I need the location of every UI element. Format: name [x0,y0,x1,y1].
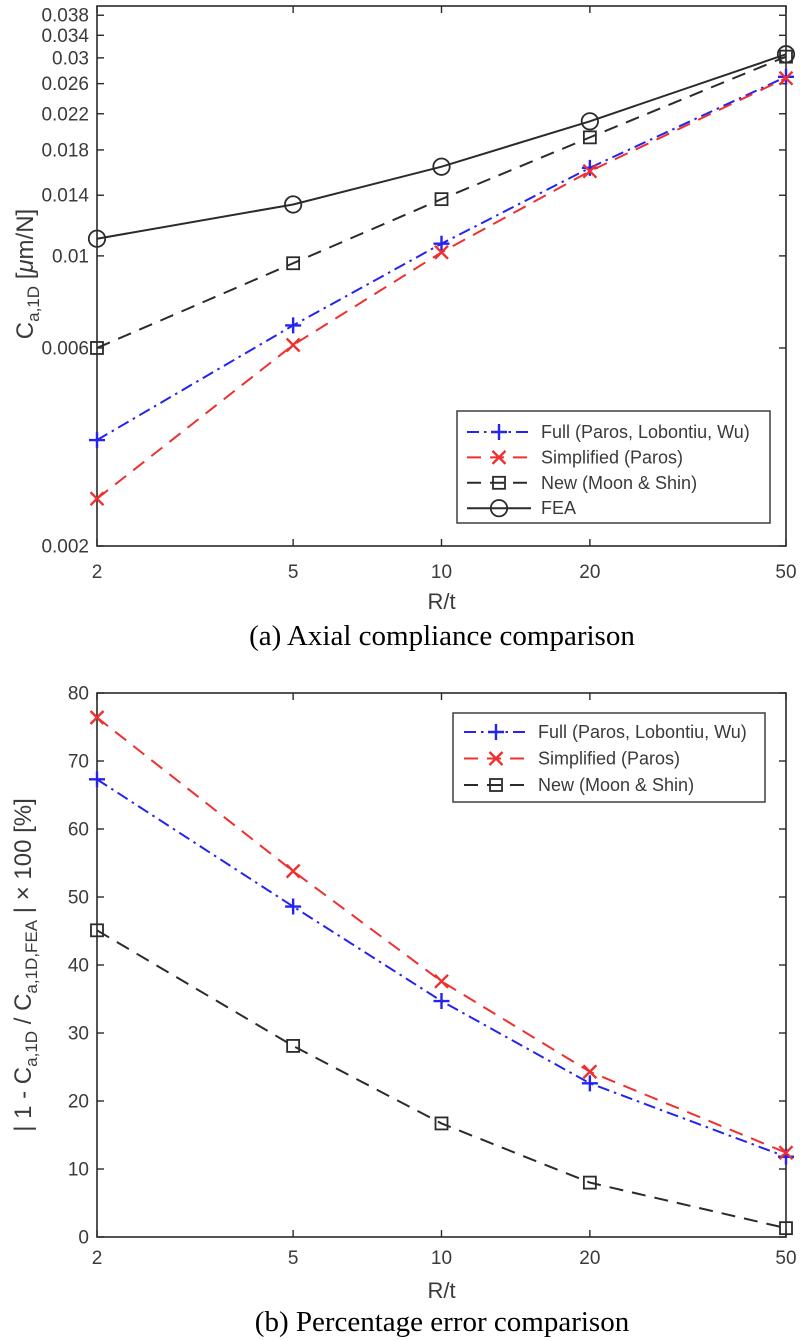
marker-x-simplified [434,244,449,260]
y-tick-label: 0.002 [41,537,89,558]
marker-x-simplified [778,1145,794,1161]
series-line-fea [96,53,787,240]
marker-square-new [434,192,449,207]
marker-x-simplified [778,70,794,86]
caption-axial-compliance: (a) Axial compliance comparison [249,620,635,652]
marker-square-new [286,256,301,271]
y-tick-label: 30 [68,1024,89,1045]
marker-plus-full [285,317,302,334]
y-tick-label: 20 [68,1092,89,1113]
x-tick-label: 20 [579,562,600,583]
legend-label-full: Full (Paros, Lobontiu, Wu) [541,422,750,442]
y-tick-label: 70 [68,752,89,773]
y-tick-label: 60 [68,820,89,841]
y-axis-label: | 1 - Ca,1D / Ca,1D,FEA | × 100 [%] [10,798,41,1132]
legend-label-fea: FEA [541,498,576,518]
marker-circle-fea [432,157,451,176]
marker-plus-full [433,993,450,1010]
legend-label-full: Full (Paros, Lobontiu, Wu) [538,722,747,742]
marker-circle-fea-legend [489,499,509,518]
series-line-new [96,929,787,1230]
y-tick-label: 0.01 [52,246,89,267]
marker-x-simplified [285,337,301,353]
marker-plus-full [89,432,105,449]
series-line-new [96,55,787,349]
marker-plus-full-legend [488,724,504,740]
marker-plus-full [285,898,302,915]
x-tick-label: 2 [92,562,103,583]
marker-x-simplified [582,163,598,179]
y-tick-label: 0.022 [41,104,89,125]
x-axis-label: R/t [427,589,455,614]
percentage-error-chart: 2 5 10 20 50 0 10 20 30 40 50 60 70 80 R/t | 1 - Ca,1D … [10,684,797,1304]
marker-x-simplified [285,863,301,879]
marker-x-simplified-legend [488,751,504,766]
marker-square-new [779,1221,793,1236]
y-tick-label: 0.014 [41,186,89,207]
marker-x-simplified [434,973,449,989]
x-tick-label: 2 [92,1248,103,1269]
series-line-full [96,778,787,1158]
y-tick-label: 10 [68,1160,89,1181]
legend-label-new: New (Moon & Shin) [541,473,697,493]
y-tick-label: 80 [68,684,89,705]
legend-box [452,712,766,803]
x-tick-label: 20 [579,1248,600,1269]
legend-label-simplified: Simplified (Paros) [541,447,683,467]
y-tick-label: 0.026 [41,74,89,95]
y-tick-label: 0.034 [41,26,89,47]
marker-square-new-legend [489,778,503,792]
marker-circle-fea [580,112,599,131]
x-tick-label: 10 [431,1248,452,1269]
marker-plus-full [89,771,105,788]
marker-plus-full [433,235,450,252]
marker-circle-fea [776,45,796,64]
x-tick-label: 10 [431,562,452,583]
marker-square-new [434,1116,449,1131]
y-axis-label: Ca,1D [μm/N] [12,209,43,339]
axial-compliance-chart: 2 5 10 20 50 0.002 0.006 0.01 0.014 0.018 0.022 0.0… [12,5,797,614]
marker-plus-full-legend [491,424,507,440]
legend-label-simplified: Simplified (Paros) [538,749,680,769]
y-tick-label: 40 [68,956,89,977]
marker-square-new [90,923,104,938]
y-tick-label: 0.038 [41,6,89,27]
marker-x-simplified-legend [491,450,507,465]
series-line-simplified [96,716,787,1154]
marker-x-simplified [89,491,105,507]
legend-label-new: New (Moon & Shin) [538,775,694,795]
x-tick-label: 50 [775,1248,796,1269]
marker-x-simplified [582,1064,598,1080]
caption-percentage-error: (b) Percentage error comparison [254,1306,630,1338]
marker-square-new [286,1039,301,1053]
y-tick-label: 0.03 [52,48,89,69]
x-tick-label: 5 [288,1248,299,1269]
y-tick-label: 0 [78,1228,89,1249]
marker-square-new [90,341,104,355]
x-tick-label: 5 [288,562,299,583]
marker-plus-full [581,1075,598,1092]
marker-x-simplified [89,710,105,725]
marker-square-new-legend [492,475,506,490]
marker-circle-fea [284,195,303,214]
y-tick-label: 50 [68,888,89,909]
marker-square-new [582,1175,597,1190]
x-axis-label: R/t [427,1278,455,1303]
y-tick-label: 0.018 [41,140,89,161]
x-tick-label: 50 [775,562,796,583]
series-line-full [96,75,787,441]
y-tick-label: 0.006 [41,338,89,359]
marker-circle-fea [87,229,107,248]
legend-box [456,410,771,524]
marker-square-new [582,130,597,145]
